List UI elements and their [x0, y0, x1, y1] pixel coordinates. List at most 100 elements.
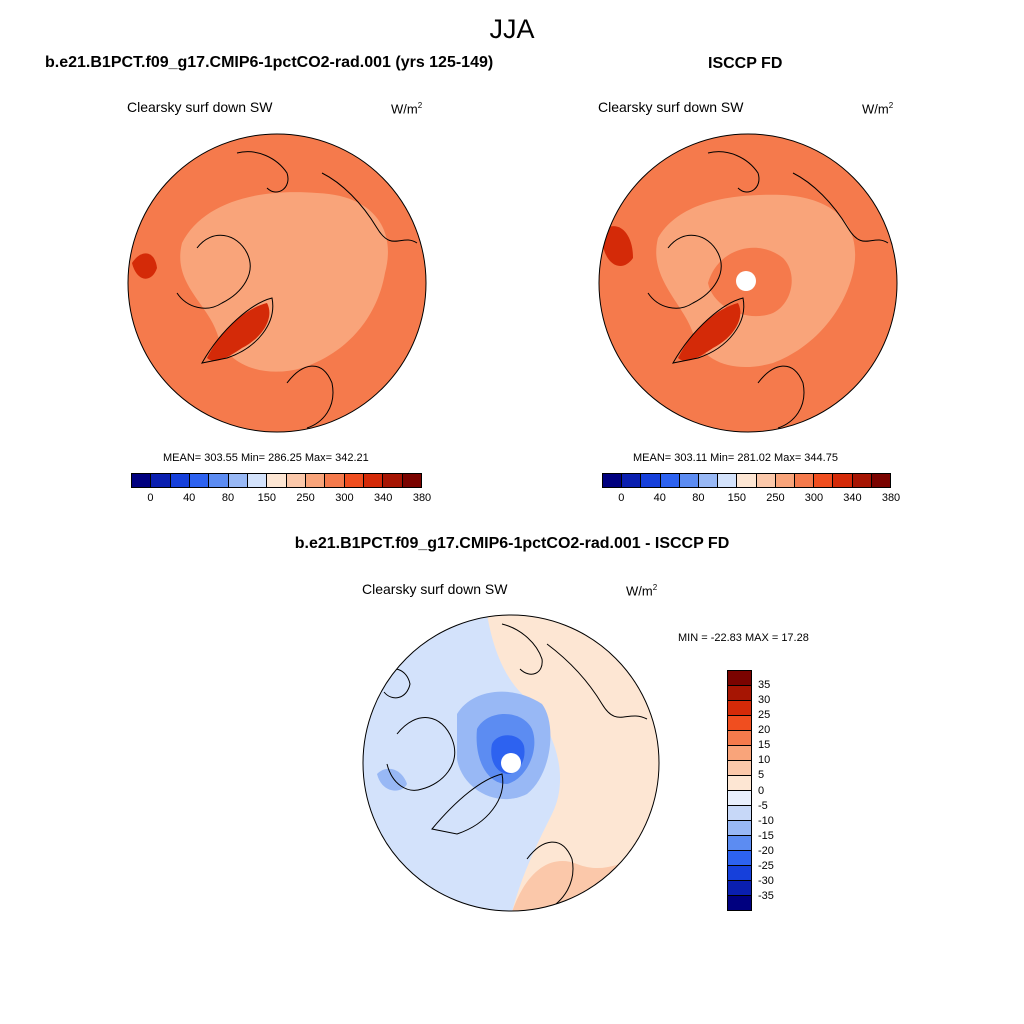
diff-colorbar-tick-label: 20	[758, 724, 771, 737]
colorbar-swatch	[383, 474, 403, 487]
colorbar-swatch	[267, 474, 287, 487]
colorbar-swatch	[622, 474, 642, 487]
panel1-field-label: Clearsky surf down SW	[127, 99, 273, 115]
colorbar-tick-label: 250	[766, 492, 785, 504]
diff-colorbar-tick-label: 10	[758, 754, 771, 767]
colorbar-swatch	[756, 474, 776, 487]
colorbar-swatch	[699, 474, 719, 487]
colorbar-swatch	[286, 474, 306, 487]
colorbar-tick-label: 300	[804, 492, 824, 504]
colorbar-swatch	[132, 474, 152, 487]
diff-pole-hole	[501, 753, 521, 773]
colorbar-swatch	[170, 474, 190, 487]
colorbar-tick-label: 150	[727, 492, 747, 504]
colorbar-tick-label: 380	[881, 492, 901, 504]
colorbar-tick-label: 380	[412, 492, 432, 504]
diff-colorbar-tick-label: 30	[758, 694, 771, 707]
panel2-coastlines	[647, 151, 889, 429]
colorbar-swatch	[305, 474, 326, 487]
diff-title: b.e21.B1PCT.f09_g17.CMIP6-1pctCO2-rad.00…	[294, 535, 730, 552]
panel2-title: ISCCP FD	[708, 55, 783, 72]
diff-colorbar-swatch	[728, 761, 751, 776]
diff-stats: MIN = -22.83 MAX = 17.28	[678, 632, 809, 644]
panel2-colorbar-labels: 0 40 80 150 250 300 340 380	[602, 492, 900, 506]
colorbar-swatch	[679, 474, 700, 487]
colorbar-swatch	[363, 474, 384, 487]
colorbar-swatch	[151, 474, 171, 487]
colorbar-tick-label: 80	[692, 492, 705, 504]
diff-colorbar-tick-label: 5	[758, 769, 765, 782]
colorbar-tick-label: 340	[843, 492, 862, 504]
colorbar-swatch	[603, 474, 623, 487]
diff-colorbar-swatch	[728, 836, 751, 851]
colorbar-swatch	[228, 474, 248, 487]
panel1-title: b.e21.B1PCT.f09_g17.CMIP6-1pctCO2-rad.00…	[45, 54, 494, 71]
panel1-map-hotspot	[132, 253, 157, 279]
colorbar-swatch	[814, 474, 834, 487]
panel2-stats: MEAN= 303.11 Min= 281.02 Max= 344.75	[633, 452, 838, 464]
diff-colorbar-swatch	[728, 791, 751, 806]
panel1-coastlines	[176, 151, 418, 429]
colorbar-swatch	[660, 474, 680, 487]
diff-colorbar-tick-label: -20	[758, 844, 774, 857]
diff-colorbar-tick-label: 15	[758, 739, 771, 752]
colorbar-swatch	[402, 474, 421, 487]
panel2-field-label: Clearsky surf down SW	[598, 99, 744, 115]
diff-colorbar-swatch	[728, 776, 751, 791]
diff-colorbar-swatch	[728, 866, 751, 881]
panel1-map	[127, 133, 427, 433]
colorbar-swatch	[344, 474, 364, 487]
panel2-map-greenland	[678, 303, 741, 361]
colorbar-swatch	[189, 474, 210, 487]
diff-colorbar-swatch	[728, 806, 751, 821]
diff-colorbar-labels: 35 30 25 20 15 10 5 0 -5 -10 -15 -20 -25 -30 -35	[758, 670, 798, 911]
diff-colorbar-tick-label: -30	[758, 874, 774, 887]
diff-coastlines	[381, 623, 648, 911]
colorbar-swatch	[852, 474, 872, 487]
diff-colorbar-swatch	[728, 671, 751, 686]
colorbar-swatch	[871, 474, 891, 487]
colorbar-tick-label: 80	[221, 492, 235, 504]
colorbar-tick-label: 250	[296, 492, 315, 504]
diff-colorbar-swatch	[728, 851, 751, 866]
diff-colorbar-tick-label: -35	[758, 889, 774, 902]
panel1-colorbar	[131, 473, 422, 488]
diff-colorbar	[727, 670, 752, 911]
colorbar-swatch	[833, 474, 853, 487]
panel2-units: W/m2	[862, 101, 894, 117]
diff-colorbar-tick-label: 35	[758, 679, 771, 692]
diff-colorbar-swatch	[728, 821, 751, 836]
colorbar-tick-label: 300	[335, 492, 354, 504]
diff-map	[362, 614, 660, 912]
diff-colorbar-swatch	[728, 731, 751, 746]
colorbar-swatch	[247, 474, 268, 487]
diff-colorbar-swatch	[728, 686, 751, 701]
diff-colorbar-swatch	[728, 896, 751, 910]
panel2-colorbar	[602, 473, 891, 488]
colorbar-tick-label: 0	[147, 492, 154, 504]
colorbar-tick-label: 340	[374, 492, 393, 504]
panel1-units: W/m2	[391, 101, 423, 117]
panel2-map-hotspot	[601, 226, 633, 266]
diff-colorbar-tick-label: -10	[758, 814, 774, 827]
panel2-pole-hole	[736, 271, 756, 291]
diff-units: W/m2	[626, 583, 658, 599]
colorbar-swatch	[641, 474, 661, 487]
panel1-colorbar-labels: 0 40 80 150 250 300 340 380	[131, 492, 431, 506]
season-title: JJA	[489, 14, 535, 44]
colorbar-swatch	[795, 474, 815, 487]
diff-map-positive-region	[487, 615, 659, 911]
diff-colorbar-swatch	[728, 716, 751, 731]
diff-colorbar-tick-label: -5	[758, 799, 768, 812]
colorbar-tick-label: 40	[183, 492, 196, 504]
diff-colorbar-tick-label: 0	[758, 784, 765, 797]
diff-colorbar-swatch	[728, 881, 751, 896]
diff-colorbar-swatch	[728, 701, 751, 716]
colorbar-tick-label: 150	[257, 492, 276, 504]
diff-colorbar-tick-label: -25	[758, 859, 774, 872]
colorbar-tick-label: 0	[618, 492, 625, 504]
panel1-stats: MEAN= 303.55 Min= 286.25 Max= 342.21	[163, 452, 369, 464]
colorbar-tick-label: 40	[653, 492, 666, 504]
colorbar-swatch	[325, 474, 345, 487]
colorbar-swatch	[737, 474, 757, 487]
